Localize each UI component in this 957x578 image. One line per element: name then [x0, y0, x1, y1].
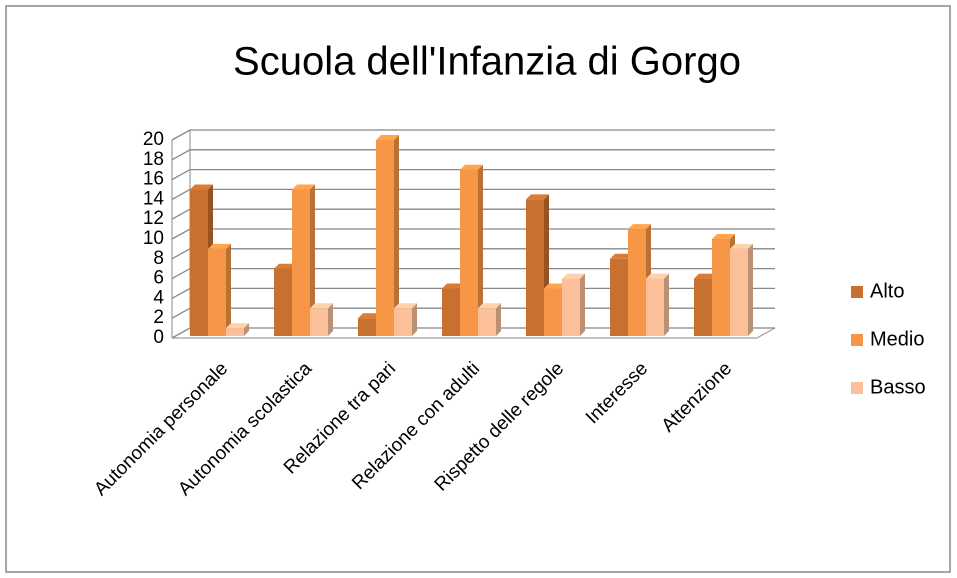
bar-front — [190, 189, 208, 336]
bar-side — [580, 273, 585, 336]
bar-top — [712, 234, 735, 239]
bar-front — [730, 248, 748, 336]
bar-top — [628, 224, 651, 230]
bar-side — [496, 303, 501, 336]
bar — [478, 303, 501, 336]
bar-side — [478, 164, 483, 336]
bar-top — [730, 243, 753, 249]
bar-top — [226, 323, 249, 329]
bar-front — [460, 169, 478, 336]
bar-side — [310, 184, 315, 336]
y-tick-label: 4 — [153, 287, 164, 308]
chart-title: Scuola dell'Infanzia di Gorgo — [233, 40, 741, 84]
bar-top — [478, 303, 501, 309]
bar-front — [562, 278, 580, 336]
legend-label: Alto — [870, 280, 904, 302]
bar-top — [190, 184, 213, 190]
y-tick-label: 16 — [143, 169, 164, 190]
bar-side — [328, 303, 333, 336]
legend-swatch — [851, 334, 863, 346]
bar-front — [712, 239, 730, 336]
bar-front — [442, 288, 460, 336]
bar-top — [394, 303, 417, 309]
bar — [376, 135, 399, 336]
bar-front — [526, 199, 544, 336]
bar-front — [646, 278, 664, 336]
bar — [208, 243, 231, 336]
bar — [562, 273, 585, 336]
y-tick-label: 2 — [153, 307, 164, 328]
bar — [646, 273, 669, 336]
grid-line — [171, 149, 775, 161]
bar-side — [664, 273, 669, 336]
bar-top — [544, 283, 567, 289]
bar-top — [646, 273, 669, 279]
y-tick-label: 6 — [153, 268, 164, 289]
bar-top — [208, 243, 231, 249]
bar-top — [358, 313, 381, 319]
bar-top — [376, 135, 399, 140]
legend-swatch — [851, 382, 863, 394]
bar-top — [310, 303, 333, 309]
bar-top — [562, 273, 585, 279]
floor-right-edge — [756, 327, 776, 339]
grid-line — [171, 168, 775, 181]
bar-top — [442, 283, 465, 289]
y-tick-label: 20 — [143, 129, 164, 150]
y-tick-label: 18 — [143, 149, 164, 170]
bar-front — [226, 328, 244, 336]
bar-top — [274, 263, 297, 269]
y-tick-label: 14 — [143, 188, 165, 209]
bar-front — [292, 189, 310, 336]
bar-side — [412, 303, 417, 336]
bar-front — [394, 308, 412, 336]
y-tick-label: 12 — [143, 208, 164, 229]
legend-swatch — [851, 286, 863, 298]
bar — [460, 164, 483, 336]
bar-side — [748, 243, 753, 336]
bar-front — [310, 308, 328, 336]
y-tick-label: 10 — [143, 228, 164, 249]
bar — [394, 303, 417, 336]
bar — [730, 243, 753, 336]
grid-line — [171, 188, 775, 200]
y-tick-label: 0 — [153, 327, 164, 348]
legend-label: Basso — [870, 376, 926, 398]
bar — [226, 323, 249, 336]
bar-front — [376, 140, 394, 336]
bar-top — [694, 273, 717, 279]
bar-top — [460, 164, 483, 170]
bar-front — [544, 288, 562, 336]
bar — [310, 303, 333, 336]
bar-top — [292, 184, 315, 190]
y-tick-label: 8 — [153, 248, 164, 269]
grid-line — [171, 129, 775, 141]
bar — [292, 184, 315, 336]
bar-front — [208, 248, 226, 336]
bar-front — [478, 308, 496, 336]
bar-front — [628, 229, 646, 336]
bar-top — [610, 253, 633, 259]
bar-side — [394, 135, 399, 336]
bar-side — [244, 323, 249, 336]
bar-side — [226, 243, 231, 336]
bar-front — [358, 318, 376, 336]
legend-label: Medio — [870, 328, 924, 350]
bar-front — [610, 258, 628, 336]
bar-top — [526, 194, 549, 200]
bar-front — [694, 278, 712, 336]
bar-front — [274, 268, 292, 336]
